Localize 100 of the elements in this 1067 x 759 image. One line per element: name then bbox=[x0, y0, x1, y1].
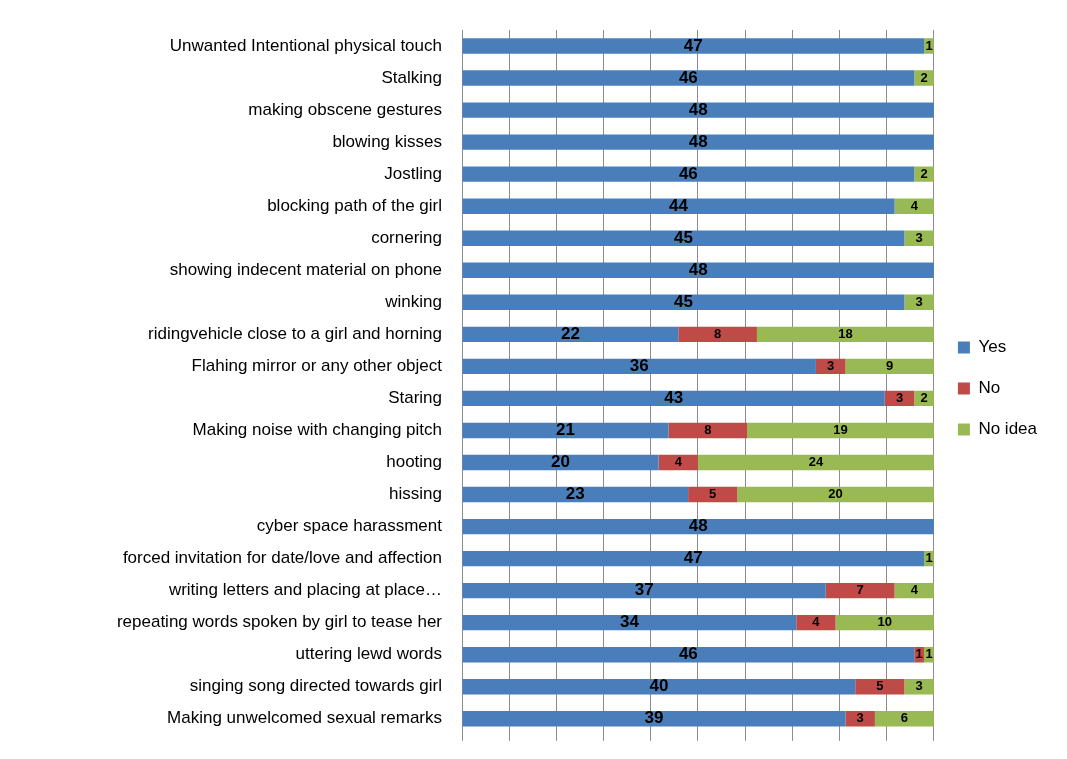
data-label: 34 bbox=[619, 612, 640, 632]
y-tick-label: Making unwelcomed sexual remarks bbox=[167, 708, 442, 728]
bar bbox=[462, 166, 915, 182]
bar bbox=[462, 582, 826, 599]
data-label: 45 bbox=[673, 227, 693, 247]
bar bbox=[462, 647, 915, 663]
bar bbox=[462, 230, 905, 246]
data-label: 4 bbox=[674, 454, 683, 470]
data-label: 47 bbox=[683, 35, 703, 55]
data-label: 39 bbox=[644, 708, 664, 728]
y-tick-label: Flahing mirror or any other object bbox=[191, 356, 443, 376]
data-label: 3 bbox=[856, 710, 864, 726]
bar bbox=[462, 102, 934, 118]
data-label: 48 bbox=[688, 259, 708, 279]
bar bbox=[462, 550, 925, 567]
y-tick-label: cyber space harassment bbox=[256, 516, 443, 536]
bar bbox=[855, 679, 905, 695]
data-label: 1 bbox=[925, 37, 933, 53]
data-label: 19 bbox=[833, 422, 848, 438]
bar bbox=[462, 422, 669, 439]
data-label: 3 bbox=[915, 229, 923, 245]
bar bbox=[747, 422, 934, 439]
bar bbox=[678, 326, 757, 343]
data-label: 45 bbox=[673, 292, 693, 311]
bar bbox=[462, 38, 925, 54]
data-label: 43 bbox=[664, 388, 684, 408]
data-label: 8 bbox=[704, 422, 712, 438]
data-label: 36 bbox=[629, 356, 649, 376]
bar bbox=[462, 390, 885, 407]
bar bbox=[756, 326, 934, 343]
data-label: 37 bbox=[634, 580, 654, 600]
bar bbox=[462, 70, 915, 86]
bar bbox=[668, 422, 748, 439]
bar bbox=[835, 614, 934, 631]
data-label: 1 bbox=[925, 550, 933, 566]
bar bbox=[462, 679, 856, 695]
y-tick-label: repeating words spoken by girl to tease her bbox=[116, 612, 443, 632]
bar bbox=[462, 262, 934, 278]
y-tick-label: singing song directed towards girl bbox=[189, 676, 442, 696]
bar bbox=[825, 582, 895, 599]
bar bbox=[845, 358, 934, 375]
y-tick-label: blocking path of the girl bbox=[267, 195, 442, 215]
y-tick-label: hissing bbox=[389, 484, 442, 504]
data-label: 5 bbox=[876, 678, 884, 694]
y-tick-label: winking bbox=[384, 292, 442, 311]
data-label: 46 bbox=[678, 163, 698, 183]
data-label: 4 bbox=[812, 614, 821, 630]
bar bbox=[462, 614, 797, 631]
data-label: 4 bbox=[910, 197, 919, 213]
data-label: 5 bbox=[709, 486, 717, 502]
y-tick-label: ridingvehicle close to a girl and horning bbox=[148, 324, 442, 344]
data-label: 20 bbox=[551, 452, 571, 472]
y-tick-label: blowing kisses bbox=[332, 131, 442, 151]
y-tick-label: Stalking bbox=[381, 67, 442, 87]
data-label: 46 bbox=[678, 67, 698, 87]
bar bbox=[462, 358, 816, 375]
data-label: 23 bbox=[565, 484, 585, 504]
data-label: 24 bbox=[808, 454, 824, 470]
data-label: 48 bbox=[688, 99, 708, 119]
data-label: 6 bbox=[900, 710, 909, 726]
y-tick-label: Staring bbox=[388, 388, 442, 408]
y-tick-label: showing indecent material on phone bbox=[169, 259, 442, 279]
data-label: 18 bbox=[838, 325, 853, 341]
data-label: 4 bbox=[910, 582, 919, 598]
data-label: 3 bbox=[827, 357, 835, 373]
data-label: 8 bbox=[714, 325, 722, 341]
data-label: 47 bbox=[683, 548, 703, 568]
legend-label: No idea bbox=[978, 419, 1038, 439]
data-label: 3 bbox=[915, 678, 923, 694]
data-label: 1 bbox=[915, 646, 923, 662]
bar bbox=[462, 326, 679, 343]
y-tick-label: Unwanted Intentional physical touch bbox=[169, 35, 442, 55]
data-label: 3 bbox=[895, 390, 904, 405]
data-label: 48 bbox=[688, 131, 708, 151]
bar bbox=[462, 454, 659, 471]
bar bbox=[462, 198, 895, 214]
y-tick-label: uttering lewd words bbox=[295, 644, 442, 664]
data-label: 9 bbox=[886, 357, 894, 373]
data-label: 2 bbox=[920, 390, 928, 405]
data-label: 7 bbox=[856, 582, 864, 598]
data-label: 2 bbox=[920, 165, 928, 181]
y-tick-label: making obscene gestures bbox=[248, 99, 442, 119]
bar bbox=[462, 711, 846, 727]
bar bbox=[796, 614, 836, 631]
legend-label: Yes bbox=[978, 337, 1007, 357]
bar bbox=[462, 486, 689, 503]
data-label: 46 bbox=[678, 644, 698, 664]
data-label: 22 bbox=[560, 324, 580, 344]
y-tick-label: writing letters and placing at place… bbox=[167, 580, 442, 600]
data-label: 40 bbox=[649, 676, 669, 696]
bar bbox=[462, 518, 934, 535]
bar bbox=[737, 486, 934, 503]
data-label: 20 bbox=[828, 486, 843, 502]
legend-label: No bbox=[978, 378, 1001, 398]
y-tick-label: Making noise with changing pitch bbox=[192, 420, 442, 440]
y-tick-label: hooting bbox=[386, 452, 442, 472]
data-label: 10 bbox=[877, 614, 892, 630]
data-label: 21 bbox=[556, 420, 575, 440]
bar bbox=[697, 454, 934, 471]
bar bbox=[688, 486, 738, 503]
